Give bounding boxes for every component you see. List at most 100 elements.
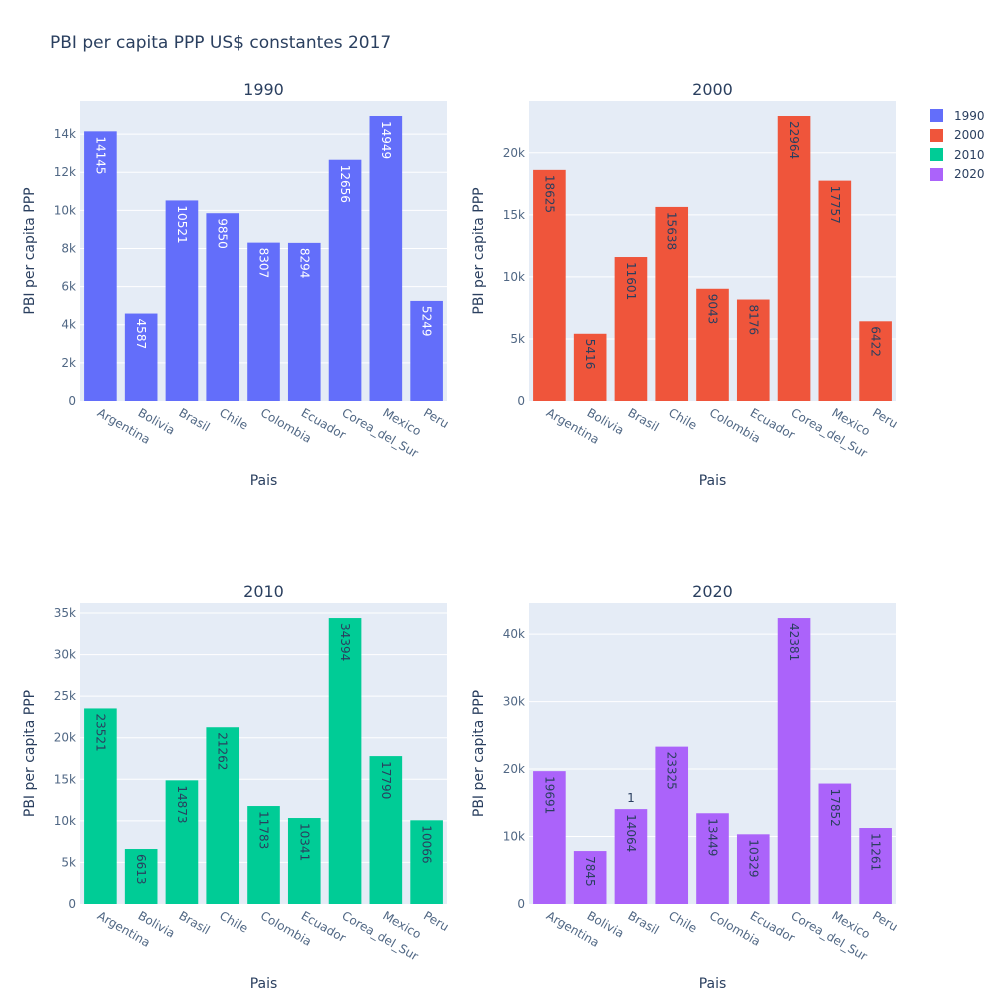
bar-value-label: 4587 bbox=[134, 319, 148, 350]
bar-value-label: 9043 bbox=[706, 294, 720, 325]
bar bbox=[410, 820, 443, 904]
bar bbox=[859, 828, 892, 904]
bar bbox=[614, 809, 648, 904]
legend-swatch bbox=[930, 109, 943, 123]
bar-value-label: 21262 bbox=[216, 732, 230, 770]
bar-value-label: 11261 bbox=[869, 833, 883, 871]
subplot-title: 2000 bbox=[692, 80, 733, 99]
y-tick-label: 0 bbox=[68, 394, 76, 408]
bar bbox=[124, 313, 158, 401]
bar bbox=[736, 299, 770, 401]
legend-label: 2020 bbox=[954, 167, 985, 182]
bar-value-label: 11783 bbox=[257, 811, 271, 849]
bar bbox=[328, 618, 362, 904]
y-tick-label: 10k bbox=[54, 203, 76, 217]
bar bbox=[369, 756, 403, 904]
subplot-title: 1990 bbox=[243, 80, 284, 99]
bar bbox=[206, 213, 240, 401]
x-tick-label: Peru bbox=[421, 908, 451, 933]
y-axis-title: PBI per capita PPP bbox=[471, 690, 487, 817]
y-tick-label: 0 bbox=[517, 897, 525, 911]
bar-annotation: 1 bbox=[627, 791, 635, 805]
bar-value-label: 22964 bbox=[787, 121, 801, 159]
bar bbox=[777, 116, 811, 402]
bar-value-label: 17757 bbox=[828, 186, 842, 224]
bar-value-label: 5416 bbox=[583, 339, 597, 370]
bar-value-label: 17790 bbox=[379, 761, 393, 799]
y-tick-label: 35k bbox=[54, 606, 76, 620]
bar-value-label: 42381 bbox=[787, 623, 801, 661]
x-tick-label: Peru bbox=[421, 405, 451, 430]
bar-value-label: 14949 bbox=[379, 121, 393, 159]
bar-value-label: 5249 bbox=[420, 306, 434, 337]
bar bbox=[859, 321, 892, 401]
x-axis-title: Pais bbox=[699, 473, 727, 489]
legend-item-2010[interactable]: 2010 bbox=[930, 145, 985, 165]
y-tick-label: 6k bbox=[61, 280, 76, 294]
bar-value-label: 18625 bbox=[542, 175, 556, 213]
y-tick-label: 2k bbox=[61, 356, 76, 370]
legend-item-2020[interactable]: 2020 bbox=[930, 165, 985, 185]
bar bbox=[696, 288, 729, 401]
bar bbox=[736, 834, 770, 904]
y-tick-label: 15k bbox=[54, 772, 76, 786]
bar-value-label: 8307 bbox=[257, 248, 271, 279]
bar bbox=[818, 783, 852, 904]
y-tick-label: 25k bbox=[54, 689, 76, 703]
bar bbox=[533, 169, 566, 401]
y-tick-label: 20k bbox=[503, 762, 525, 776]
y-tick-label: 15k bbox=[503, 208, 525, 222]
legend-label: 1990 bbox=[954, 108, 985, 123]
bar bbox=[777, 618, 811, 904]
y-tick-label: 8k bbox=[61, 241, 76, 255]
bar-value-label: 17852 bbox=[828, 789, 842, 827]
bar bbox=[287, 818, 321, 904]
legend-swatch bbox=[930, 167, 943, 181]
x-tick-label: Brasil bbox=[625, 908, 661, 937]
y-tick-label: 30k bbox=[54, 648, 76, 662]
y-tick-label: 5k bbox=[510, 332, 525, 346]
x-tick-label: Brasil bbox=[176, 405, 212, 434]
y-tick-label: 0 bbox=[517, 394, 525, 408]
legend-item-2000[interactable]: 2000 bbox=[930, 126, 985, 146]
bar-value-label: 8294 bbox=[297, 248, 311, 279]
y-tick-label: 40k bbox=[503, 627, 525, 641]
bar-value-label: 14064 bbox=[624, 814, 638, 852]
bar-value-label: 10066 bbox=[420, 825, 434, 863]
legend-label: 2000 bbox=[954, 128, 985, 143]
bar-value-label: 12656 bbox=[338, 165, 352, 203]
bar-value-label: 14145 bbox=[93, 136, 107, 174]
y-tick-label: 30k bbox=[503, 695, 525, 709]
y-tick-label: 4k bbox=[61, 318, 76, 332]
bar bbox=[655, 206, 689, 401]
legend-swatch bbox=[930, 148, 943, 162]
x-tick-label: Chile bbox=[217, 405, 250, 432]
y-tick-label: 14k bbox=[54, 127, 76, 141]
bar-value-label: 34394 bbox=[338, 623, 352, 661]
bar bbox=[410, 300, 443, 401]
x-tick-label: Peru bbox=[870, 908, 900, 933]
x-axis-title: Pais bbox=[250, 473, 278, 489]
bar bbox=[247, 806, 280, 904]
bar-value-label: 10329 bbox=[746, 839, 760, 877]
bar-value-label: 23521 bbox=[93, 713, 107, 751]
bar bbox=[655, 746, 689, 904]
legend: 1990 2000 2010 2020 bbox=[930, 106, 985, 184]
bar-value-label: 6422 bbox=[869, 326, 883, 357]
legend-item-1990[interactable]: 1990 bbox=[930, 106, 985, 126]
bar-value-label: 10521 bbox=[175, 205, 189, 243]
bar-value-label: 7845 bbox=[583, 856, 597, 887]
bar-value-label: 6613 bbox=[134, 854, 148, 885]
bar-value-label: 11601 bbox=[624, 262, 638, 300]
x-tick-label: Brasil bbox=[176, 908, 212, 937]
bar bbox=[287, 242, 321, 401]
y-axis-title: PBI per capita PPP bbox=[22, 187, 38, 314]
bar-value-label: 19691 bbox=[542, 776, 556, 814]
subplot-title: 2020 bbox=[692, 582, 733, 601]
bar-value-label: 15638 bbox=[665, 212, 679, 250]
bar bbox=[165, 200, 199, 401]
bar-value-label: 13449 bbox=[706, 818, 720, 856]
bar-value-label: 23325 bbox=[665, 752, 679, 790]
bar bbox=[124, 849, 158, 904]
